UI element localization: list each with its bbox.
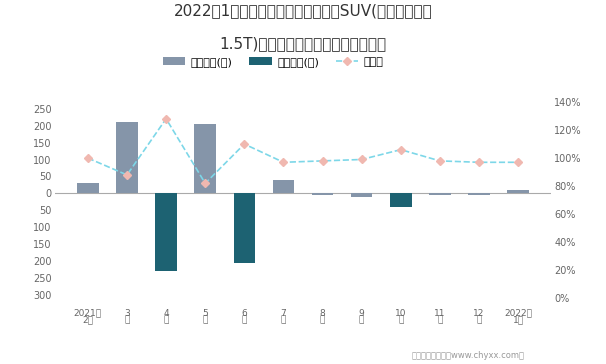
Bar [195,124,216,193]
Text: 5: 5 [202,309,208,318]
Bar [155,193,177,272]
Bar [351,193,373,197]
Line: 产销率: 产销率 [85,116,521,186]
Bar [233,193,255,263]
产销率 [397,147,404,152]
Text: 月: 月 [124,316,130,324]
Bar [273,180,294,193]
Text: 月: 月 [242,316,247,324]
产销率 [475,160,482,165]
Text: 6: 6 [241,309,247,318]
Text: 7: 7 [281,309,286,318]
Text: 2月: 2月 [82,316,93,324]
Text: 月: 月 [202,316,208,324]
产销率 [84,156,92,160]
产销率 [241,142,248,146]
产销率 [162,116,170,121]
Bar [77,183,99,193]
Text: 月: 月 [437,316,442,324]
Text: 2021年: 2021年 [74,309,102,318]
产销率 [124,173,131,177]
产销率 [319,159,326,163]
Text: 10: 10 [395,309,407,318]
产销率 [358,157,365,162]
Bar [116,122,138,193]
Text: 2022年1月雪佛兰探界者旗下最畅销SUV(雪佛兰探界者: 2022年1月雪佛兰探界者旗下最畅销SUV(雪佛兰探界者 [174,4,432,19]
产销率 [280,160,287,165]
Bar [390,193,411,207]
Text: 1月: 1月 [513,316,524,324]
Text: 11: 11 [434,309,445,318]
Bar [312,193,333,195]
Bar [429,193,451,195]
Bar [507,190,529,193]
Text: 月: 月 [320,316,325,324]
Legend: 积压库存(辆), 清仓库存(辆), 产销率: 积压库存(辆), 清仓库存(辆), 产销率 [159,52,388,71]
Text: 3: 3 [124,309,130,318]
产销率 [436,159,444,163]
产销率 [514,160,522,165]
Text: 9: 9 [359,309,365,318]
Text: 月: 月 [281,316,286,324]
产销率 [202,181,209,186]
Text: 制图：智研咨询（www.chyxx.com）: 制图：智研咨询（www.chyxx.com） [412,351,525,360]
Text: 4: 4 [163,309,169,318]
Text: 月: 月 [398,316,404,324]
Text: 月: 月 [476,316,482,324]
Text: 月: 月 [359,316,364,324]
Text: 2022年: 2022年 [504,309,532,318]
Text: 月: 月 [164,316,169,324]
Text: 12: 12 [473,309,485,318]
Text: 8: 8 [320,309,325,318]
Text: 1.5T)近一年库存情况及产销率统计图: 1.5T)近一年库存情况及产销率统计图 [219,36,387,51]
Bar [468,193,490,195]
